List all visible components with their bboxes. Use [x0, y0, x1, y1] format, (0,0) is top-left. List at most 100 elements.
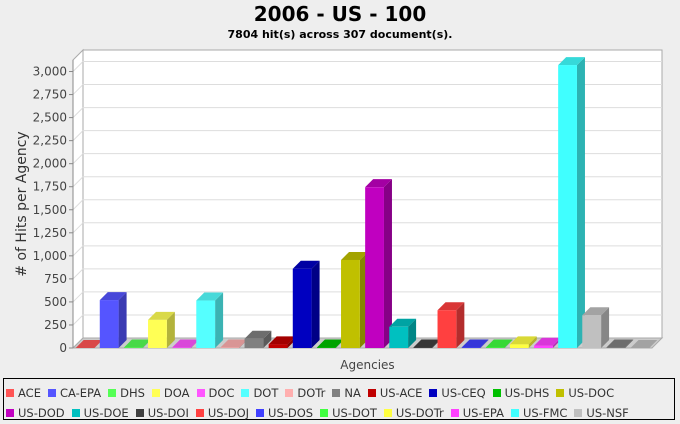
legend-swatch [196, 389, 205, 397]
bar-side [311, 260, 320, 348]
legend-item: US-DOTr [383, 404, 444, 422]
legend-label: US-DOD [18, 406, 65, 420]
bar-top [389, 318, 417, 327]
legend-swatch [574, 409, 583, 417]
y-tick-label: 1,750 [33, 180, 67, 194]
x-axis-label: Agencies [340, 358, 394, 372]
bar-side [456, 302, 465, 348]
gridline-diagonal [72, 245, 84, 257]
y-tick-label: 1,250 [33, 226, 67, 240]
bar [437, 310, 457, 348]
legend-swatch [108, 389, 117, 397]
gridline-diagonal [72, 130, 84, 141]
bar-top [316, 339, 344, 348]
y-tick-label: 1,000 [33, 249, 67, 263]
legend-label: DOT [253, 386, 279, 400]
legend-label: CA-EPA [59, 386, 102, 400]
bar [148, 319, 167, 348]
bar [558, 65, 577, 349]
y-tick-label: 2,000 [33, 157, 67, 171]
bar-top [461, 339, 489, 348]
bar [509, 344, 529, 348]
legend-item: US-DOE [71, 404, 129, 422]
legend-item: ACE [6, 384, 41, 402]
bar-side [504, 339, 513, 348]
bar-top [365, 179, 392, 188]
bar-top [606, 339, 634, 348]
legend-swatch [492, 389, 501, 397]
legend-swatch [556, 389, 565, 397]
legend-label: DOA [163, 386, 190, 400]
legend-item: DHS [108, 384, 145, 402]
legend-item: US-DOS [256, 404, 313, 422]
legend-label: DHS [120, 386, 145, 400]
bar [582, 315, 602, 348]
legend-swatch [256, 409, 265, 417]
bar-top [292, 260, 320, 269]
legend-swatch [151, 389, 160, 397]
bar [268, 344, 288, 348]
legend-swatch [195, 409, 204, 417]
bar-top [244, 330, 272, 339]
legend-swatch [367, 389, 376, 397]
gridline-diagonal [72, 268, 84, 280]
bar-side [215, 292, 224, 348]
bar-side [263, 330, 272, 348]
bar [534, 345, 553, 348]
legend-label: US-DOTr [395, 406, 444, 420]
gridline-diagonal [72, 84, 84, 95]
legend-label: US-DHS [504, 386, 550, 400]
legend-swatch [320, 409, 329, 417]
bar-top [75, 340, 103, 348]
bar [244, 338, 264, 348]
legend-label: DOTr [297, 386, 326, 400]
bar [389, 326, 409, 348]
bar-chart: 0 250 500 750 1,000 1,250 1,500 1,750 2,000 2,250… [14, 48, 664, 372]
bar-top [148, 311, 175, 320]
bar-top [509, 336, 537, 345]
chart-subtitle: 7804 hit(s) across 307 document(s). [227, 28, 453, 41]
legend-item: DOTr [285, 384, 325, 402]
legend-item: NA [332, 384, 361, 402]
bar-top [485, 339, 513, 348]
legend-swatch [429, 389, 438, 397]
legend-item: US-DOC [556, 384, 614, 402]
legend-item: DOA [151, 384, 190, 402]
legend-swatch [510, 409, 519, 417]
legend-item: US-FMC [510, 404, 567, 422]
bar-side [480, 339, 489, 348]
y-axis-label: # of Hits per Agency [14, 131, 30, 276]
bar-top [437, 302, 465, 311]
bar-side [576, 57, 585, 349]
legend-item: CA-EPA [47, 384, 102, 402]
gridline-diagonal [72, 107, 84, 118]
gridline-diagonal [72, 199, 84, 211]
y-tick-label: 750 [44, 272, 67, 286]
bar [365, 187, 384, 348]
chart-title: 2006 - US - 100 [253, 2, 427, 26]
y-tick-label: 2,750 [33, 88, 67, 102]
bar-top [582, 307, 610, 316]
legend-item: US-DOT [320, 404, 377, 422]
y-tick-label: 0 [59, 341, 67, 355]
bar [341, 259, 360, 348]
bar-side [601, 307, 610, 348]
legend-swatch [6, 409, 14, 417]
legend-label: US-DOE [83, 406, 129, 420]
legend-item: US-EPA [450, 404, 504, 422]
legend-swatch [332, 389, 341, 397]
bar-side [625, 339, 634, 348]
legend-swatch [383, 409, 392, 417]
y-tick-label: 1,500 [33, 203, 67, 217]
bar-top [172, 339, 199, 348]
legend-item: US-DOJ [195, 404, 249, 422]
legend-label: US-NSF [586, 406, 629, 420]
bar-top [220, 339, 248, 348]
gridline-diagonal [72, 314, 84, 326]
legend-swatch [47, 389, 56, 397]
bar-side [166, 311, 175, 348]
chart-legend: ACE CA-EPA DHS DOA DOC DOT DOTr NA US-ACE US-CEQ U… [3, 378, 675, 420]
gridline-diagonal [72, 176, 84, 188]
legend-swatch [71, 409, 80, 417]
bar-top [534, 337, 561, 346]
